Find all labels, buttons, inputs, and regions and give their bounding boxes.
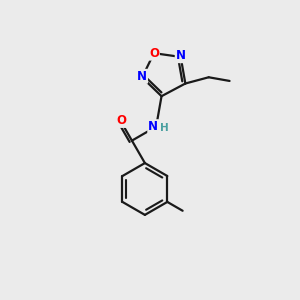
Text: O: O bbox=[116, 114, 126, 127]
Text: O: O bbox=[149, 47, 159, 60]
Text: N: N bbox=[137, 70, 147, 83]
Text: N: N bbox=[148, 120, 158, 133]
Text: N: N bbox=[176, 49, 186, 62]
Text: H: H bbox=[160, 123, 169, 133]
